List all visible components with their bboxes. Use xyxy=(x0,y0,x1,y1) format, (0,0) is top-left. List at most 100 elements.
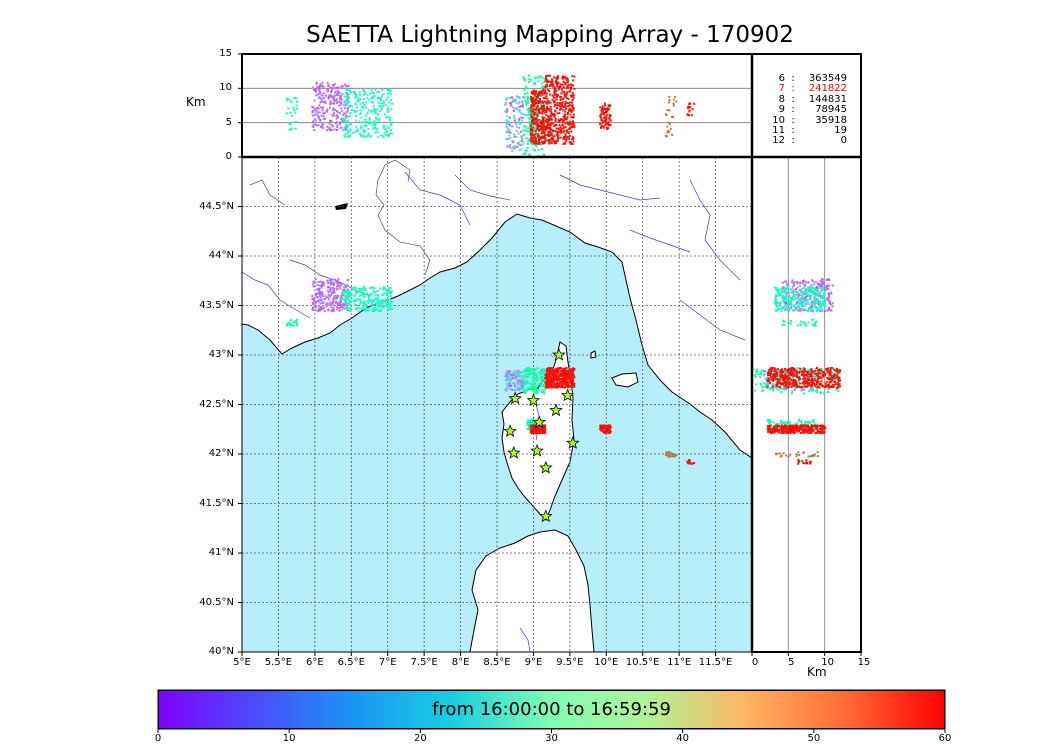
lightning-source xyxy=(313,113,316,116)
lightning-source xyxy=(562,142,565,145)
lightning-source xyxy=(373,291,376,294)
lightning-source xyxy=(548,117,551,120)
lightning-source xyxy=(546,118,549,121)
lightning-source xyxy=(838,377,841,380)
lightning-source xyxy=(792,281,795,284)
lightning-source xyxy=(316,106,319,109)
lightning-source xyxy=(813,303,816,306)
lightning-source xyxy=(541,92,544,95)
lightning-source xyxy=(387,303,390,306)
lightning-source xyxy=(540,381,543,384)
lightning-source xyxy=(341,117,344,120)
lightning-source xyxy=(346,295,349,298)
lightning-source xyxy=(523,369,526,372)
lightning-source xyxy=(366,309,369,312)
lightning-source xyxy=(829,377,832,380)
lightning-source xyxy=(530,127,533,130)
lightning-source xyxy=(353,109,356,112)
lightning-source xyxy=(372,306,375,309)
lightning-source xyxy=(561,380,564,383)
lightning-source xyxy=(373,126,376,129)
lightning-source xyxy=(553,90,556,93)
lightning-source xyxy=(516,107,519,110)
lightning-source xyxy=(765,379,768,382)
lightning-source xyxy=(547,133,550,136)
lightning-source xyxy=(688,114,691,117)
lightning-source xyxy=(518,149,521,152)
lightning-source xyxy=(505,122,508,125)
lightning-source xyxy=(515,372,518,375)
lightning-source xyxy=(770,387,773,390)
lightning-source xyxy=(565,107,568,110)
lightning-source xyxy=(811,382,814,385)
lightning-source xyxy=(799,282,802,285)
lightning-source xyxy=(544,90,547,93)
lightning-source xyxy=(321,282,324,285)
lightning-source xyxy=(548,118,551,121)
lightning-source xyxy=(541,379,544,382)
lightning-source xyxy=(599,115,602,118)
lightning-source xyxy=(518,96,521,99)
lightning-source xyxy=(360,289,363,292)
lightning-source xyxy=(523,129,526,132)
lightning-source xyxy=(359,298,362,301)
lightning-source xyxy=(314,112,317,115)
lightning-source xyxy=(328,128,331,131)
lightning-source xyxy=(528,74,531,77)
lightning-source xyxy=(563,367,566,370)
lightning-source xyxy=(541,388,544,391)
lightning-source xyxy=(355,115,358,118)
lightning-source xyxy=(516,379,519,382)
lightning-source xyxy=(295,97,298,100)
lightning-source xyxy=(779,374,782,377)
lightning-source xyxy=(530,99,533,102)
lightning-source xyxy=(791,291,794,294)
station-star-icon xyxy=(539,460,553,474)
lightning-source xyxy=(293,109,296,112)
lightning-source xyxy=(355,129,358,132)
lightning-source xyxy=(815,383,818,386)
lightning-source xyxy=(523,89,526,92)
lightning-source xyxy=(530,385,533,388)
lightning-source xyxy=(563,126,566,129)
lightning-source xyxy=(336,111,339,114)
lightning-source xyxy=(818,382,821,385)
lightning-source xyxy=(521,102,524,105)
lightning-source xyxy=(548,115,551,118)
lightning-source xyxy=(507,371,510,374)
lightning-source xyxy=(318,111,321,114)
lightning-source xyxy=(784,280,787,283)
lightning-source xyxy=(320,299,323,302)
lightning-source xyxy=(344,120,347,123)
lightning-source xyxy=(547,377,550,380)
lightning-source xyxy=(511,150,514,153)
lightning-source xyxy=(546,79,549,82)
lightning-source xyxy=(771,379,774,382)
lightning-source xyxy=(781,369,784,372)
lightning-source xyxy=(359,291,362,294)
lightning-source xyxy=(834,377,837,380)
lightning-source xyxy=(806,426,809,429)
lightning-source xyxy=(559,128,562,131)
lightning-source xyxy=(548,109,551,112)
lightning-source xyxy=(823,303,826,306)
lightning-source xyxy=(353,293,356,296)
lightning-source xyxy=(540,120,543,123)
lightning-source xyxy=(566,370,569,373)
lightning-source xyxy=(563,368,566,371)
lightning-source xyxy=(566,80,569,83)
lightning-source xyxy=(567,86,570,89)
lightning-source xyxy=(530,115,533,118)
lightning-source xyxy=(537,430,540,433)
lightning-source xyxy=(346,302,349,305)
lightning-source xyxy=(534,389,537,392)
lightning-source xyxy=(761,385,764,388)
lightning-source xyxy=(387,287,390,290)
lightning-source xyxy=(333,94,336,97)
lightning-source xyxy=(808,390,811,393)
lightning-source xyxy=(389,302,392,305)
lightning-source xyxy=(523,125,526,128)
lightning-source xyxy=(533,111,536,114)
lightning-source xyxy=(542,136,545,139)
lightning-source xyxy=(316,85,319,88)
